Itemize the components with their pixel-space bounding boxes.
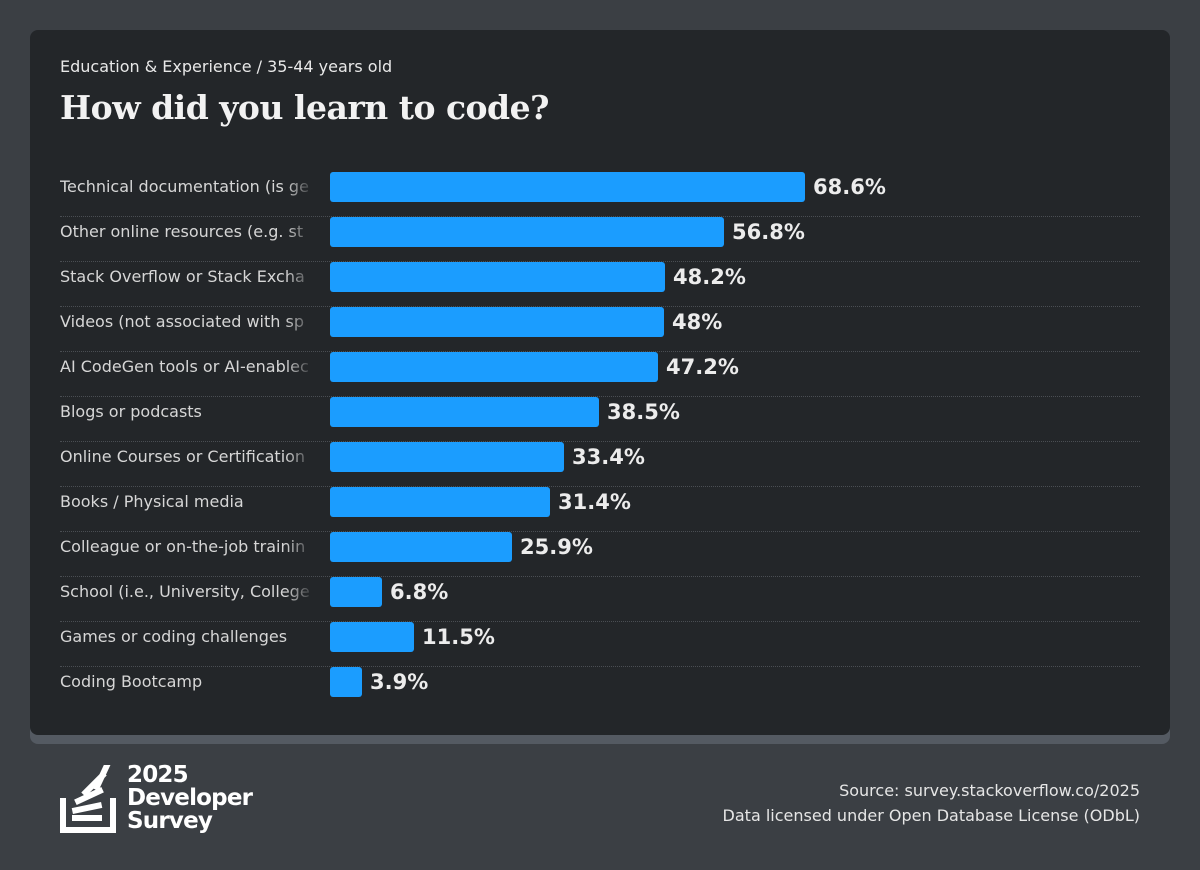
bar [330,262,665,292]
logo-line-2: Survey [127,808,213,834]
category-label: School (i.e., University, College [60,582,310,601]
bar [330,577,382,607]
bar-row: Stack Overflow or Stack Excha 48.2% [60,262,1140,307]
bar-row: AI CodeGen tools or AI-enablec 47.2% [60,352,1140,397]
bar-row: Books / Physical media 31.4% [60,487,1140,532]
value-label: 6.8% [390,580,449,604]
category-label: Blogs or podcasts [60,402,202,421]
bar [330,532,512,562]
category-label: Technical documentation (is ge [60,177,309,196]
bar-row: Online Courses or Certification 33.4% [60,442,1140,487]
license-text: Data licensed under Open Database Licens… [722,806,1140,825]
source-info: Source: survey.stackoverflow.co/2025 Dat… [723,778,1140,828]
bar-rows: Technical documentation (is ge 68.6% Other… [60,172,1140,712]
value-label: 31.4% [558,490,631,514]
source-link[interactable]: Source: survey.stackoverflow.co/2025 [839,781,1140,800]
bar-row: Colleague or on-the-job trainin 25.9% [60,532,1140,577]
bar-row: School (i.e., University, College 6.8% [60,577,1140,622]
bar-row: Technical documentation (is ge 68.6% [60,172,1140,217]
bar [330,487,550,517]
bar-row: Other online resources (e.g. st 56.8% [60,217,1140,262]
bar [330,172,805,202]
value-label: 48.2% [673,265,746,289]
category-label: Stack Overflow or Stack Excha [60,267,305,286]
value-label: 3.9% [370,670,429,694]
stack-overflow-logo-icon [60,761,120,839]
value-label: 33.4% [572,445,645,469]
value-label: 11.5% [422,625,495,649]
value-label: 68.6% [813,175,886,199]
category-label: Videos (not associated with sp [60,312,304,331]
value-label: 38.5% [607,400,680,424]
bar [330,442,564,472]
bar-row: Videos (not associated with sp 48% [60,307,1140,352]
chart-card: Education & Experience / 35-44 years old… [30,30,1170,735]
logo-year: 2025 [127,762,189,788]
category-label: AI CodeGen tools or AI-enablec [60,357,309,376]
category-label: Other online resources (e.g. st [60,222,304,241]
logo-line-1: Developer [127,785,253,811]
chart-subtitle: Education & Experience / 35-44 years old [60,57,393,76]
value-label: 48% [672,310,723,334]
category-label: Books / Physical media [60,492,244,511]
bar-row: Games or coding challenges 11.5% [60,622,1140,667]
survey-logo-text: 2025 Developer Survey [127,762,253,834]
bar [330,352,658,382]
bar [330,622,414,652]
value-label: 47.2% [666,355,739,379]
bar [330,307,664,337]
category-label: Coding Bootcamp [60,672,203,691]
bar [330,397,599,427]
bar [330,667,362,697]
bar-row: Blogs or podcasts 38.5% [60,397,1140,442]
category-label: Online Courses or Certification [60,447,306,466]
bar [330,217,724,247]
value-label: 25.9% [520,535,593,559]
category-label: Colleague or on-the-job trainin [60,537,306,556]
bar-row: Coding Bootcamp 3.9% [60,667,1140,712]
value-label: 56.8% [732,220,805,244]
chart-title: How did you learn to code? [60,88,549,127]
category-label: Games or coding challenges [60,627,288,646]
